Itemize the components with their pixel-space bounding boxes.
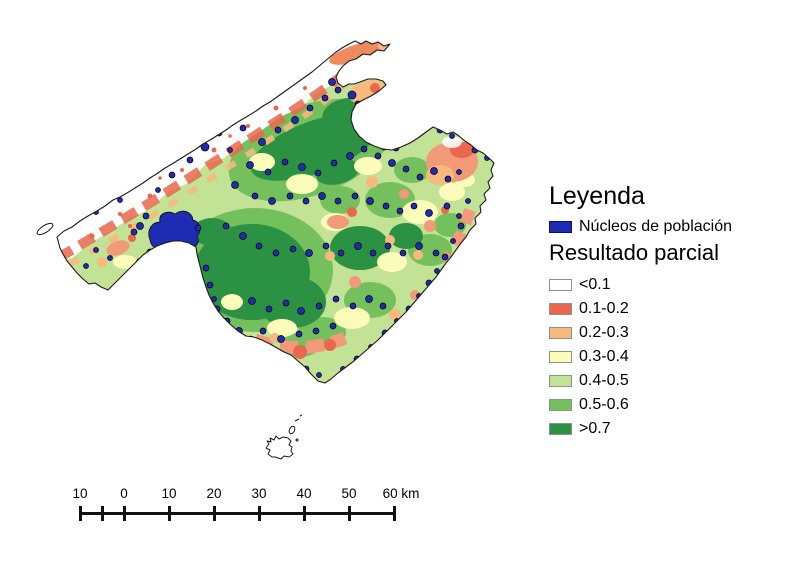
class-label-0: <0.1 xyxy=(579,275,611,293)
legend-item-nucleos: Núcleos de población xyxy=(549,217,789,235)
scale-tick xyxy=(100,506,104,521)
scale-tick xyxy=(78,506,82,521)
scale-tick xyxy=(302,506,306,521)
legend-class-row: 0.4-0.5 xyxy=(549,371,789,389)
legend: Leyenda Núcleos de población Resultado p… xyxy=(549,182,789,445)
scale-tick xyxy=(122,506,126,521)
class-swatch-6 xyxy=(549,422,572,435)
legend-class-row: >0.7 xyxy=(549,419,789,437)
class-label-4: 0.4-0.5 xyxy=(579,371,629,389)
legend-title: Leyenda xyxy=(549,182,645,210)
class-swatch-4 xyxy=(549,374,572,387)
dragonera-islet xyxy=(36,222,54,236)
scale-tick xyxy=(212,506,216,521)
class-swatch-1 xyxy=(549,302,572,315)
scale-tick xyxy=(347,506,351,521)
legend-subtitle: Resultado parcial xyxy=(549,239,719,265)
scale-label: 40 xyxy=(296,486,312,501)
nucleos-label: Núcleos de población xyxy=(579,217,732,235)
scale-label: 20 xyxy=(206,486,222,501)
raster-layers xyxy=(57,41,494,383)
scale-tick xyxy=(257,506,261,521)
class-swatch-0 xyxy=(549,278,572,291)
legend-class-row: 0.5-0.6 xyxy=(549,395,789,413)
scale-label: 0 xyxy=(120,486,128,501)
class-label-2: 0.2-0.3 xyxy=(579,323,629,341)
class-label-3: 0.3-0.4 xyxy=(579,347,629,365)
cabrera-archipelago xyxy=(265,414,303,460)
class-label-1: 0.1-0.2 xyxy=(579,299,629,317)
scale-label: 30 xyxy=(251,486,267,501)
scale-label: 60 km xyxy=(382,486,420,501)
scale-label: 50 xyxy=(341,486,357,501)
class-label-6: >0.7 xyxy=(579,419,611,437)
scale-tick xyxy=(167,506,171,521)
legend-class-row: 0.3-0.4 xyxy=(549,347,789,365)
class-swatch-2 xyxy=(549,326,572,339)
scale-tick xyxy=(392,506,396,521)
scale-label: 10 xyxy=(72,486,88,501)
scale-bar-line xyxy=(79,512,396,515)
legend-class-row: 0.1-0.2 xyxy=(549,299,789,317)
legend-class-row: <0.1 xyxy=(549,275,789,293)
class-swatch-5 xyxy=(549,398,572,411)
nucleos-swatch xyxy=(549,220,572,233)
legend-class-row: 0.2-0.3 xyxy=(549,323,789,341)
mallorca-coastline xyxy=(56,40,495,384)
class-swatch-3 xyxy=(549,350,572,363)
scale-label: 10 xyxy=(161,486,177,501)
class-label-5: 0.5-0.6 xyxy=(579,395,629,413)
